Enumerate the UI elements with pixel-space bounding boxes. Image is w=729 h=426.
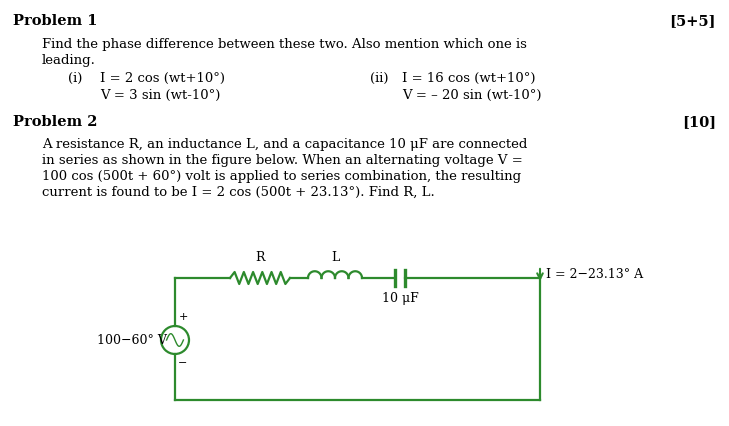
Text: Problem 2: Problem 2 (13, 115, 98, 129)
Text: I = 2 cos (wt+10°): I = 2 cos (wt+10°) (100, 72, 225, 85)
Text: 100−60° V: 100−60° V (97, 334, 167, 346)
Text: leading.: leading. (42, 54, 96, 67)
Text: +: + (179, 312, 187, 322)
Text: Find the phase difference between these two. Also mention which one is: Find the phase difference between these … (42, 38, 527, 51)
Text: R: R (255, 251, 265, 264)
Text: (i): (i) (68, 72, 82, 85)
Text: Problem 1: Problem 1 (13, 14, 98, 28)
Text: I = 2−23.13° A: I = 2−23.13° A (546, 268, 643, 282)
Text: 10 μF: 10 μF (381, 292, 418, 305)
Text: (ii): (ii) (370, 72, 389, 85)
Text: [10]: [10] (682, 115, 716, 129)
Text: V = – 20 sin (wt-10°): V = – 20 sin (wt-10°) (402, 89, 542, 102)
Text: in series as shown in the figure below. When an alternating voltage V =: in series as shown in the figure below. … (42, 154, 523, 167)
Text: I = 16 cos (wt+10°): I = 16 cos (wt+10°) (402, 72, 536, 85)
Text: [5+5]: [5+5] (669, 14, 716, 28)
Text: current is found to be I = 2 cos (500t + 23.13°). Find R, L.: current is found to be I = 2 cos (500t +… (42, 186, 434, 199)
Text: A resistance R, an inductance L, and a capacitance 10 μF are connected: A resistance R, an inductance L, and a c… (42, 138, 527, 151)
Text: V = 3 sin (wt-10°): V = 3 sin (wt-10°) (100, 89, 220, 102)
Text: 100 cos (500t + 60°) volt is applied to series combination, the resulting: 100 cos (500t + 60°) volt is applied to … (42, 170, 521, 183)
Text: L: L (331, 251, 339, 264)
Text: −: − (179, 358, 187, 368)
